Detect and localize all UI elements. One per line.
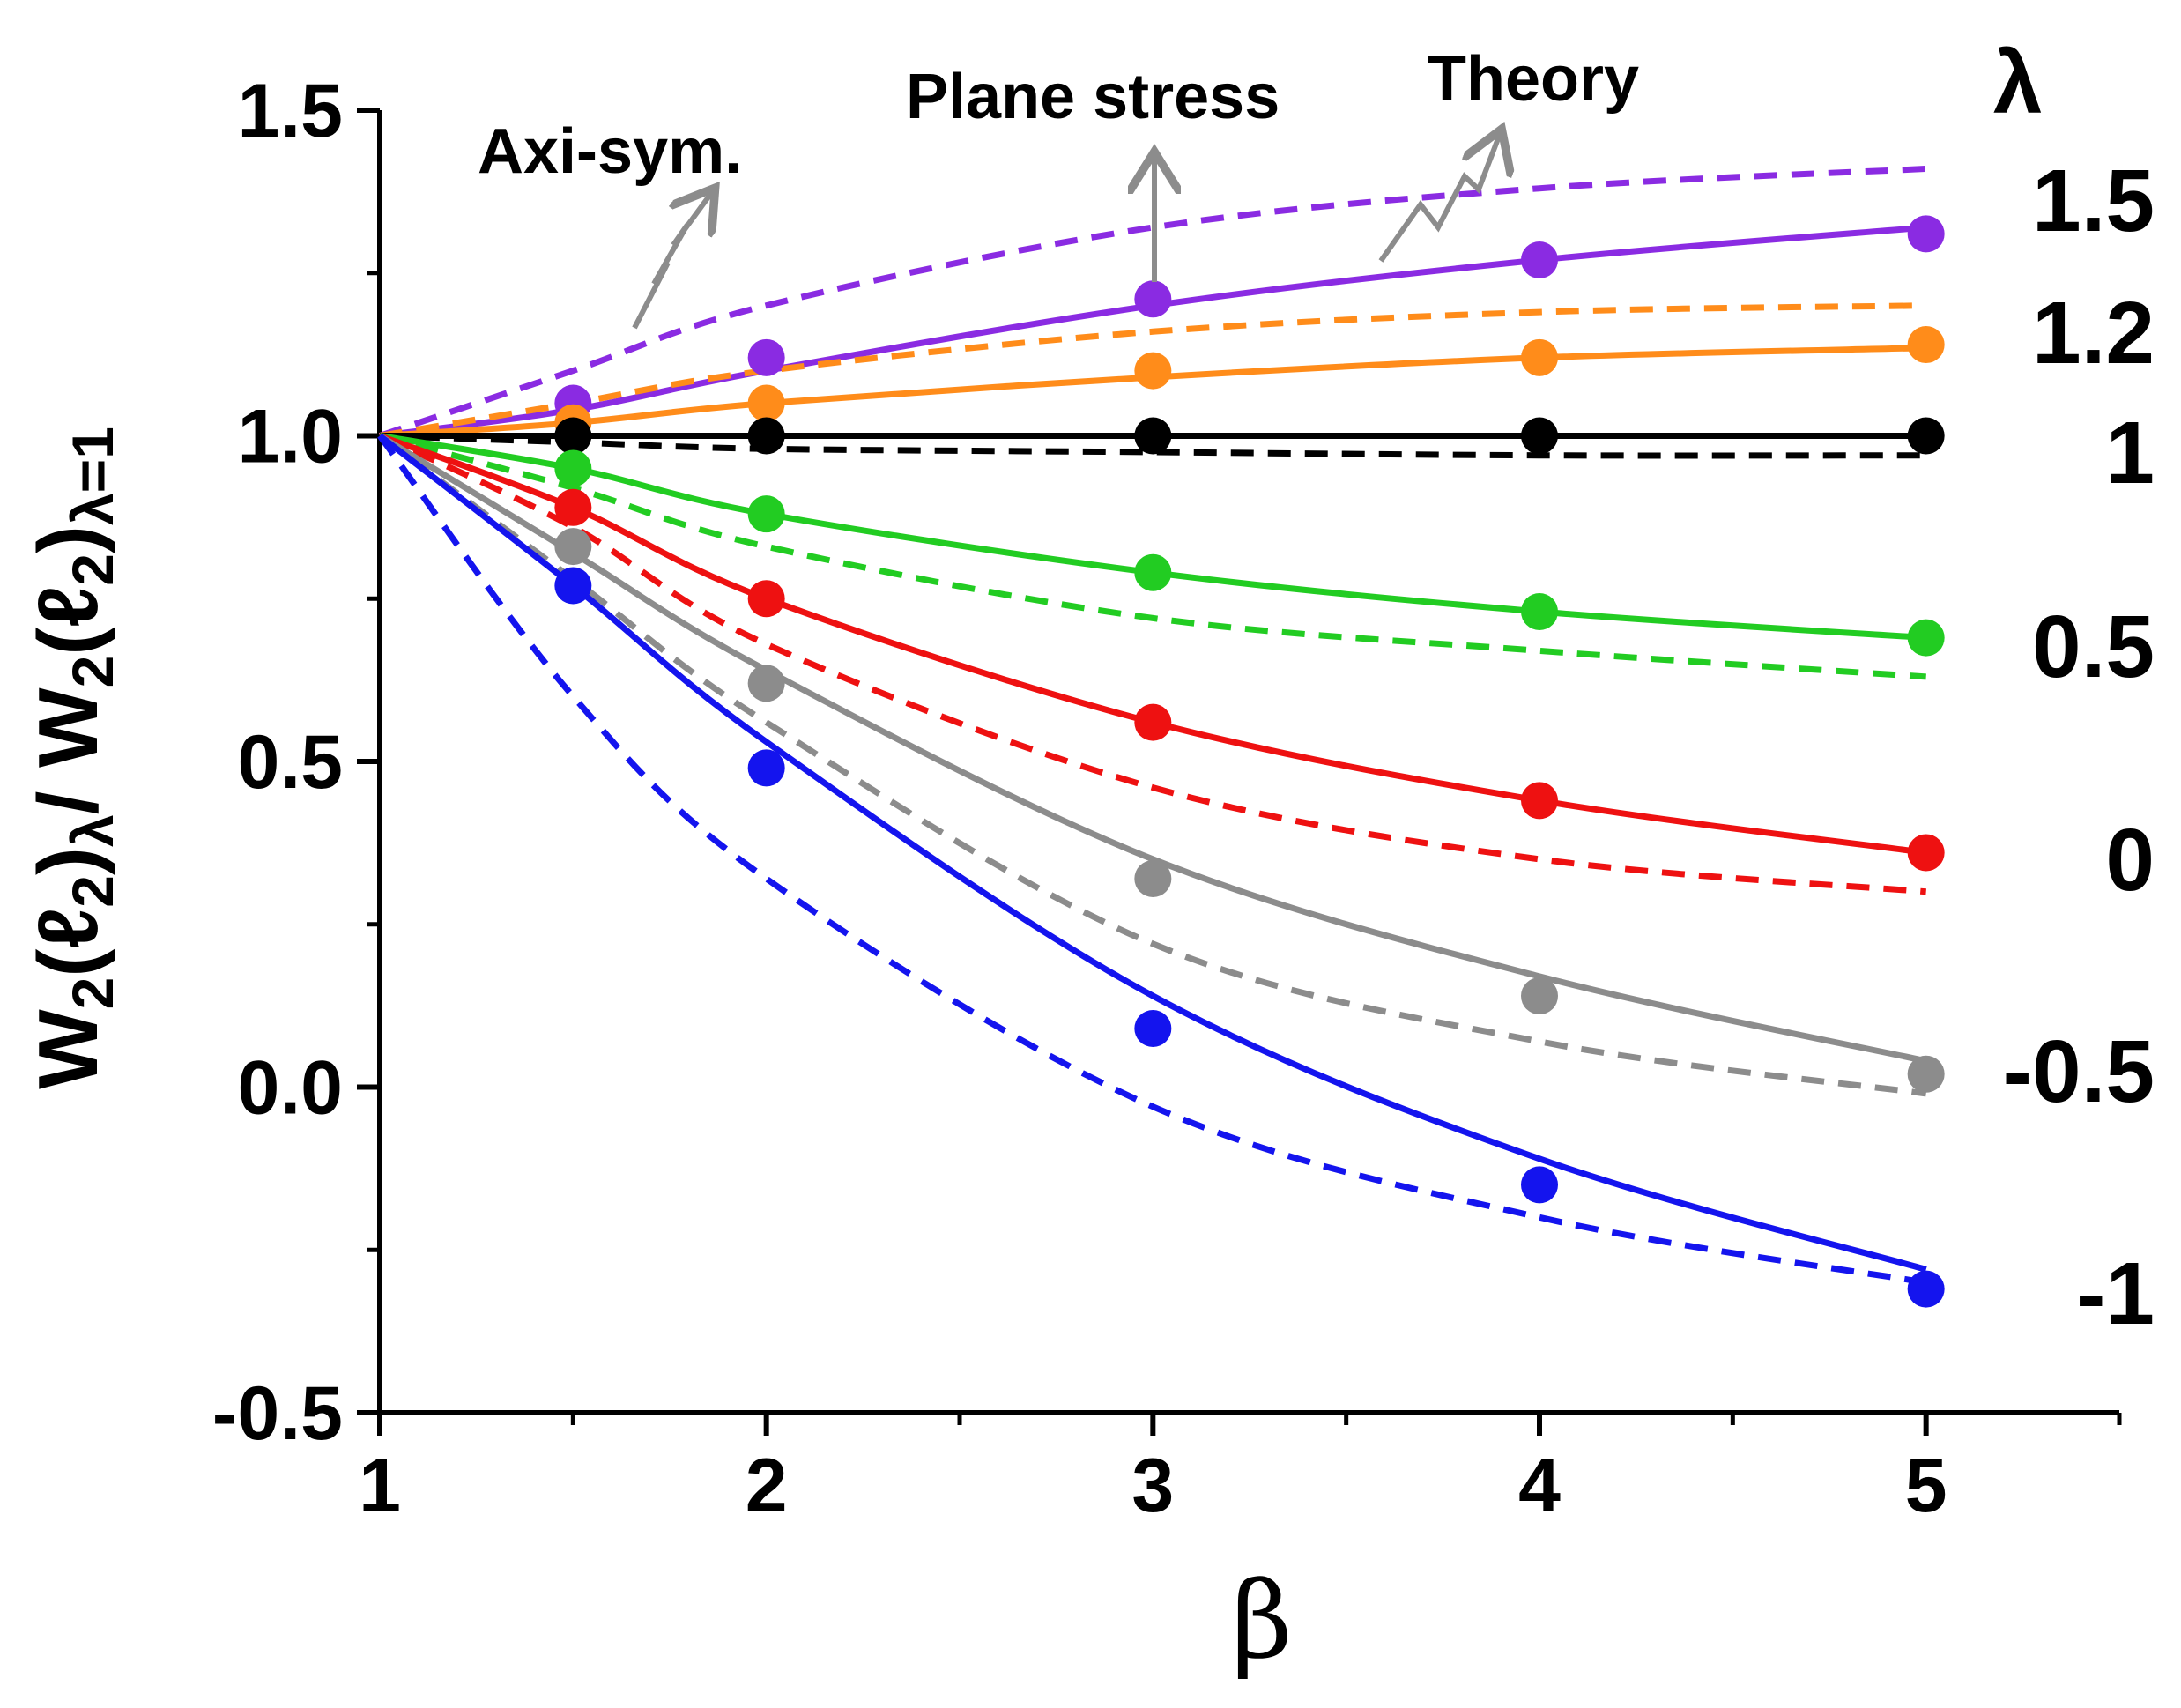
x-tick-label: 2 xyxy=(746,1444,788,1528)
x-axis-title: β xyxy=(1231,1560,1292,1682)
lambda-label-1p5: 1.5 xyxy=(2032,152,2155,250)
ylabel-sub-lambda1: λ=1 xyxy=(60,427,125,525)
ylabel-sub-lambda: λ xyxy=(60,814,125,847)
annotation-arrows xyxy=(632,134,1500,330)
data-point-lambda-0p5 xyxy=(1521,593,1558,631)
data-point-lambda-neg1 xyxy=(1521,1166,1558,1204)
data-point-lambda-0 xyxy=(554,488,592,526)
y-axis-title: W2(ℓ2)λ/ W2(ℓ2)λ=1 xyxy=(21,427,125,1089)
ylabel-paren1: ) xyxy=(21,847,115,875)
lambda-label-0: 0 xyxy=(2105,811,2155,910)
data-point-lambda-0p5 xyxy=(747,495,785,533)
annotation-plane-stress: Plane stress xyxy=(906,62,1280,132)
data-point-lambda-1 xyxy=(1521,417,1558,455)
lambda-label-1p2: 1.2 xyxy=(2032,284,2155,382)
lambda-label-neg1: -1 xyxy=(2076,1244,2155,1343)
data-point-lambda-0p5 xyxy=(554,449,592,487)
data-point-lambda-0p5 xyxy=(1907,619,1945,657)
annotation-axisym: Axi-sym. xyxy=(478,116,742,187)
data-points xyxy=(554,215,1945,1308)
y-tick-label: 0.5 xyxy=(237,720,343,805)
lambda-label-1: 1 xyxy=(2105,404,2155,502)
y-tick-label: 0.0 xyxy=(237,1046,343,1131)
ylabel-sub1: 2 xyxy=(60,977,125,1010)
data-point-lambda-1p5 xyxy=(1907,215,1945,253)
ylabel-w2: / W xyxy=(21,687,115,814)
ylabel-sub4: 2 xyxy=(60,553,125,586)
x-tick-label: 4 xyxy=(1518,1444,1561,1528)
lambda-label-neg0p5: -0.5 xyxy=(2003,1022,2155,1121)
annotation-theory: Theory xyxy=(1428,44,1639,115)
data-point-lambda-neg1 xyxy=(1907,1270,1945,1308)
data-point-lambda-neg1 xyxy=(554,567,592,605)
dashed-curve-lambda-1p5 xyxy=(378,166,1926,439)
solid-curve-lambda-neg0p5 xyxy=(378,433,1927,1065)
data-point-lambda-1 xyxy=(747,417,785,455)
data-point-lambda-neg1 xyxy=(1134,1009,1172,1047)
data-point-lambda-0p5 xyxy=(1134,553,1172,591)
ylabel-paren2: ) xyxy=(21,525,115,553)
lambda-label-0p5: 0.5 xyxy=(2032,598,2155,696)
y-tick-label: 1.0 xyxy=(237,395,343,479)
theory-arrow xyxy=(1378,134,1500,263)
y-tick-label: 1.5 xyxy=(237,69,343,153)
data-point-lambda-0 xyxy=(1907,834,1945,872)
data-point-lambda-neg0p5 xyxy=(1907,1055,1945,1093)
legend-title-lambda: λ xyxy=(1993,33,2043,132)
solid-curve-lambda-0p5 xyxy=(379,433,1926,642)
ylabel-l2: (ℓ xyxy=(21,586,115,656)
data-point-lambda-1 xyxy=(1907,417,1945,455)
data-point-lambda-1 xyxy=(554,417,592,455)
axisym-arrow xyxy=(632,192,712,330)
x-tick-label: 1 xyxy=(359,1444,401,1528)
axis-ticks xyxy=(357,108,2122,1436)
dashed-curve-lambda-neg1 xyxy=(377,434,1927,1286)
ylabel-l1: (ℓ xyxy=(21,908,115,977)
data-point-lambda-1p2 xyxy=(1521,338,1558,376)
data-point-lambda-1p5 xyxy=(1134,280,1172,318)
data-point-lambda-0 xyxy=(1521,782,1558,820)
ylabel-w1: W xyxy=(21,1009,115,1089)
data-point-lambda-neg0p5 xyxy=(747,665,785,702)
dashed-curve-lambda-0p5 xyxy=(379,433,1926,680)
ylabel-sub2: 2 xyxy=(60,875,125,908)
data-point-lambda-neg0p5 xyxy=(1521,977,1558,1015)
data-point-lambda-1p5 xyxy=(1521,241,1558,278)
data-point-lambda-neg1 xyxy=(747,749,785,787)
x-tick-label: 3 xyxy=(1131,1444,1174,1528)
x-tick-label: 5 xyxy=(1905,1444,1947,1528)
data-point-lambda-1p2 xyxy=(1134,352,1172,390)
y-tick-label: -0.5 xyxy=(212,1371,343,1456)
ylabel-sub3: 2 xyxy=(60,656,125,688)
data-point-lambda-1p5 xyxy=(747,338,785,376)
data-point-lambda-0 xyxy=(1134,703,1172,741)
data-point-lambda-1 xyxy=(1134,417,1172,455)
data-point-lambda-0 xyxy=(747,580,785,618)
data-point-lambda-1p2 xyxy=(1907,326,1945,364)
axis-tick-labels: 1 2 3 4 5 -0.5 0.0 0.5 1.0 1.5 xyxy=(212,69,1947,1528)
lambda-labels: 1.5 1.2 1 0.5 0 -0.5 -1 xyxy=(2003,152,2155,1343)
data-point-lambda-neg0p5 xyxy=(554,528,592,566)
data-point-lambda-neg0p5 xyxy=(1134,860,1172,898)
data-point-lambda-1p2 xyxy=(747,384,785,422)
